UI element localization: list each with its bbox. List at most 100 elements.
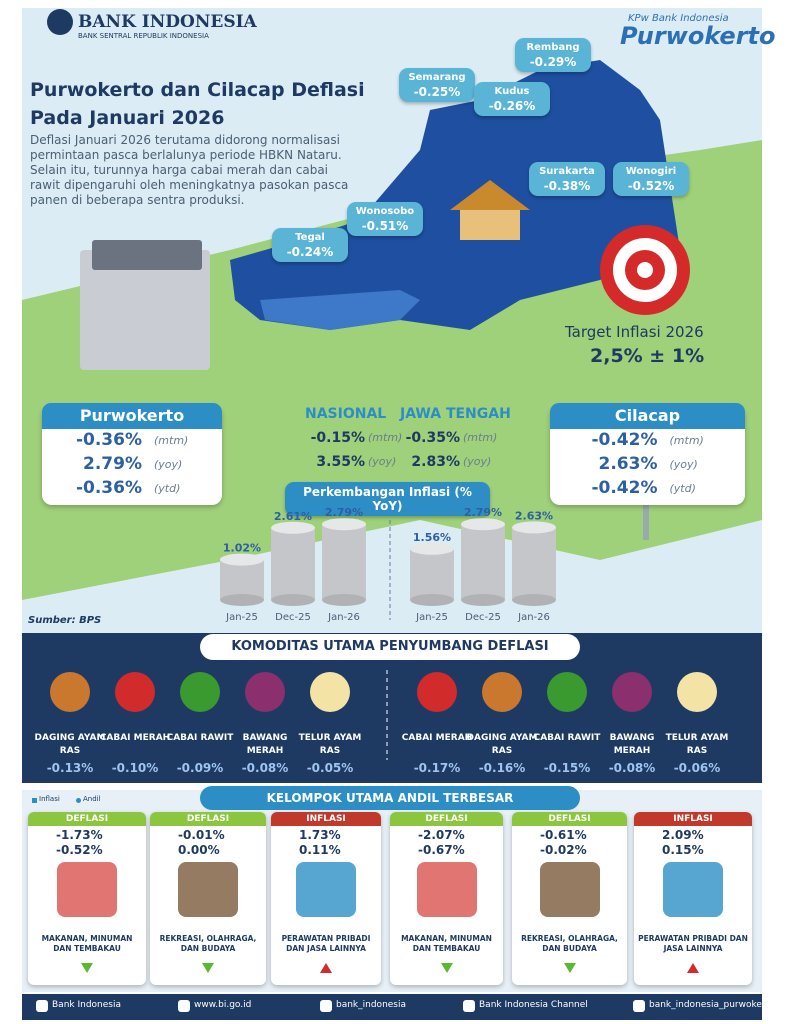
- trend-arrow: [687, 963, 699, 973]
- city-name: Surakarta: [539, 166, 595, 177]
- stat-value: -0.36%: [75, 430, 142, 450]
- footer-text: bank_indonesia_purwokerto: [649, 1000, 775, 1010]
- footer-text: www.bi.go.id: [194, 1000, 252, 1010]
- region-name: NASIONAL: [305, 406, 387, 422]
- map-label: Wonosobo -0.51%: [347, 202, 423, 236]
- stat-unit: (mtm): [669, 434, 704, 447]
- map-label: Tegal -0.24%: [272, 228, 348, 262]
- commodity-name: CABAI RAWIT: [533, 733, 601, 743]
- stat-unit: (mtm): [463, 431, 498, 444]
- commodity-name: CABAI MERAH: [401, 733, 473, 743]
- commodity-value: -0.17%: [413, 761, 461, 775]
- commodity-icon: [482, 672, 522, 712]
- commodity-icon: [180, 672, 220, 712]
- stat-unit: (ytd): [669, 482, 696, 495]
- andil-value: -0.52%: [56, 843, 103, 857]
- logo-subtext: BANK SENTRAL REPUBLIK INDONESIA: [78, 32, 209, 40]
- stat-unit: (ytd): [154, 482, 181, 495]
- stat-value: -0.42%: [591, 478, 658, 498]
- commodity-name: DAGING AYAM RAS: [34, 733, 106, 756]
- map-label: Surakarta -0.38%: [529, 162, 605, 196]
- group-name: MAKANAN, MINUMAN DAN TEMBAKAU: [401, 934, 492, 953]
- group-icon: [416, 862, 477, 917]
- footer-text: Bank Indonesia Channel: [479, 1000, 588, 1010]
- group-name: REKREASI, OLAHRAGA, DAN BUDAYA: [159, 934, 257, 953]
- city-value: -0.51%: [361, 219, 409, 233]
- stat-value: -0.36%: [75, 478, 142, 498]
- stat-value: -0.35%: [405, 430, 460, 446]
- commodity-icon: [310, 672, 350, 712]
- stat-value: 2.79%: [83, 454, 142, 474]
- office-prefix: KPw Bank Indonesia: [628, 13, 729, 24]
- city-name: Wonogiri: [625, 166, 677, 177]
- stat-unit: (yoy): [368, 455, 397, 468]
- trend-arrow: [81, 963, 93, 973]
- trend-arrow: [440, 963, 453, 973]
- group-name: PERAWATAN PRIBADI DAN JASA LAINNYA: [281, 934, 371, 953]
- groups-title: KELOMPOK UTAMA ANDIL TERBESAR: [200, 786, 580, 810]
- commodity-name: BAWANG MERAH: [242, 733, 288, 756]
- status-header: INFLASI: [271, 812, 381, 826]
- city-name: Semarang: [408, 72, 466, 83]
- commodity-value: -0.08%: [241, 761, 289, 775]
- footer-icon: [463, 1000, 475, 1012]
- city-value: -0.29%: [529, 55, 577, 69]
- city-value: -0.26%: [488, 99, 536, 113]
- legend-dot: [76, 798, 81, 803]
- logo-text: BANK INDONESIA: [78, 12, 257, 32]
- commodity-value: -0.08%: [608, 761, 656, 775]
- city-value: -0.52%: [627, 179, 675, 193]
- inflation-value: -1.73%: [56, 828, 103, 842]
- group-icon: [663, 862, 723, 917]
- commodity-icon: [417, 672, 457, 712]
- inflation-value: -2.07%: [418, 828, 465, 842]
- commodity-value: -0.15%: [543, 761, 591, 775]
- status-header: DEFLASI: [150, 812, 266, 826]
- group-icon: [539, 862, 600, 917]
- stat-unit: (mtm): [154, 434, 189, 447]
- inflation-value: 1.73%: [299, 828, 341, 842]
- commodity-name: BAWANG MERAH: [609, 733, 655, 756]
- region-name: JAWA TENGAH: [400, 406, 511, 422]
- status-header: DEFLASI: [512, 812, 627, 826]
- commodity-name: CABAI MERAH: [99, 733, 171, 743]
- commodity-name: DAGING AYAM RAS: [466, 733, 538, 756]
- target-value: 2,5% ± 1%: [590, 345, 705, 367]
- group-name: REKREASI, OLAHRAGA, DAN BUDAYA: [521, 934, 618, 953]
- trend-title: Perkembangan Inflasi (% YoY): [285, 482, 490, 516]
- andil-value: 0.15%: [662, 843, 704, 857]
- commodity-value: -0.10%: [111, 761, 159, 775]
- commodity-icon: [677, 672, 717, 712]
- andil-value: -0.02%: [540, 843, 587, 857]
- commodity-value: -0.16%: [478, 761, 526, 775]
- commodity-icon: [245, 672, 285, 712]
- city-value: -0.38%: [543, 179, 591, 193]
- map-label: Semarang -0.25%: [399, 68, 475, 102]
- stat-unit: (yoy): [154, 458, 183, 471]
- legend-label: Andil: [83, 795, 101, 803]
- city-header: Cilacap: [550, 403, 745, 429]
- commodity-name: TELUR AYAM RAS: [665, 733, 729, 756]
- trend-arrow: [202, 963, 214, 973]
- stat-unit: (yoy): [669, 458, 698, 471]
- city-header: Purwokerto: [42, 403, 222, 429]
- stat-value: 2.83%: [411, 454, 460, 470]
- footer-icon: [320, 1000, 332, 1012]
- footer-text: bank_indonesia: [336, 1000, 407, 1010]
- map-label: Kudus -0.26%: [474, 82, 550, 116]
- group-icon: [296, 862, 356, 917]
- footer-icon: [633, 1000, 645, 1012]
- legend-label: Inflasi: [39, 795, 60, 803]
- trend-arrow: [320, 963, 332, 973]
- city-name: Kudus: [494, 86, 530, 97]
- group-name: MAKANAN, MINUMAN DAN TEMBAKAU: [41, 934, 133, 953]
- andil-value: 0.00%: [178, 843, 220, 857]
- map-label: Wonogiri -0.52%: [613, 162, 689, 196]
- source: Sumber: BPS: [28, 615, 102, 626]
- commodity-title: KOMODITAS UTAMA PENYUMBANG DEFLASI: [200, 634, 580, 660]
- trend-arrow: [563, 963, 576, 973]
- stat-unit: (yoy): [463, 455, 492, 468]
- city-value: -0.24%: [286, 245, 334, 259]
- legend-dot: [32, 798, 37, 803]
- stat-value: 2.63%: [598, 454, 658, 474]
